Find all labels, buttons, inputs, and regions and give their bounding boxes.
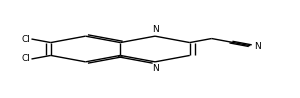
Text: N: N bbox=[254, 42, 261, 51]
Text: Cl: Cl bbox=[21, 54, 30, 64]
Text: Cl: Cl bbox=[21, 34, 30, 44]
Text: N: N bbox=[152, 64, 158, 73]
Text: N: N bbox=[152, 25, 158, 34]
